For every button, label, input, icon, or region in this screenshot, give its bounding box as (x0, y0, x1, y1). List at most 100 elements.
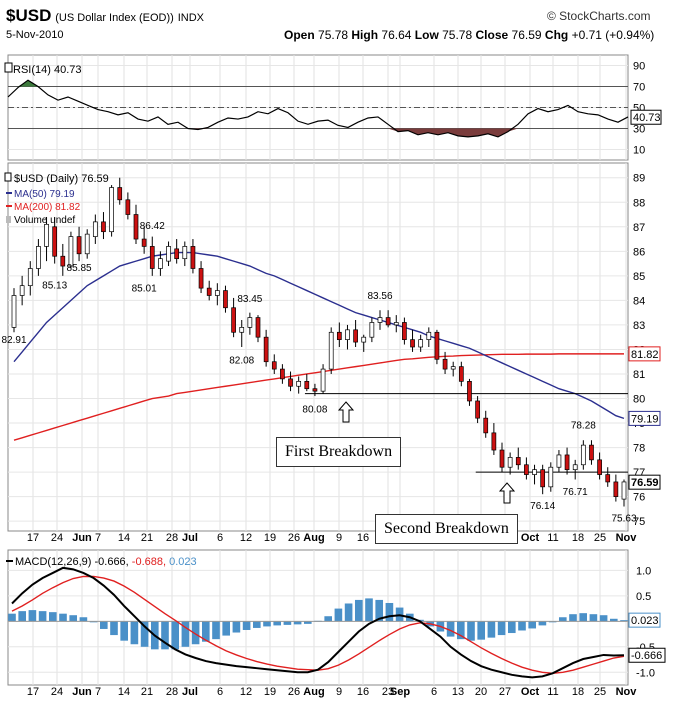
macd-histogram-bar (99, 621, 108, 629)
candle-body (580, 444, 586, 466)
macd-histogram-bar (375, 599, 384, 622)
rsi-oversold-fill (428, 128, 438, 135)
candle-body (44, 223, 49, 247)
price-tick-label: 76 (633, 492, 645, 504)
macd-histogram-bar (110, 621, 118, 636)
macd-hist-value-box (628, 612, 661, 628)
x-axis-label-bottom: 18 (572, 686, 584, 698)
price-data-label: 76.14 (530, 501, 555, 512)
macd-histogram-bar (620, 620, 628, 622)
chg-value: +0.71 (+0.94%) (571, 28, 655, 42)
candle-body (515, 457, 521, 466)
x-axis-label-bottom: 13 (452, 686, 464, 698)
price-tick-label: 78 (633, 443, 645, 455)
macd-histogram-bar (69, 615, 78, 622)
x-axis-label-top: 21 (141, 532, 153, 544)
macd-histogram-bar (599, 615, 608, 622)
macd-histogram-bar (385, 602, 394, 622)
x-axis-label-bottom: 24 (51, 686, 63, 698)
candle-body (109, 187, 114, 233)
x-axis-label-top: 26 (288, 532, 300, 544)
macd-legend-part: -0.666, (94, 556, 131, 568)
macd-histogram-bar (303, 621, 312, 624)
price-value-box-label: 81.82 (631, 349, 659, 361)
macd-histogram-bar (130, 621, 139, 645)
open-label: Open (284, 28, 315, 42)
price-data-label: 76.71 (563, 487, 588, 498)
price-data-label: 83.56 (367, 291, 392, 302)
candle-body (247, 317, 253, 328)
x-axis-label-top: 18 (572, 532, 584, 544)
candle-body (296, 380, 302, 387)
x-axis-label-bottom: 11 (547, 686, 558, 698)
candle-body (589, 444, 594, 461)
macd-histogram-bar (232, 621, 241, 633)
candle-body (458, 366, 464, 382)
candle-body (288, 378, 293, 387)
x-axis-label-bottom: 17 (27, 686, 39, 698)
rsi-tick-label: 90 (633, 61, 645, 73)
ma50-line (13, 251, 625, 420)
candle-body (125, 199, 131, 215)
macd-histogram-bar (579, 613, 588, 622)
macd-histogram-bar (487, 621, 496, 638)
macd-histogram-bar (609, 618, 618, 622)
macd-histogram-bar (354, 599, 363, 622)
candle-body (434, 331, 440, 360)
price-tick-label: 89 (633, 173, 645, 185)
macd-histogram-bar (171, 621, 180, 650)
x-axis-label-top: 25 (594, 532, 606, 544)
candle-body (410, 339, 415, 348)
price-legend-icon (4, 172, 12, 182)
price-data-label: 83.45 (237, 294, 262, 305)
candle-body (540, 469, 546, 488)
brand-watermark: © StockCharts.com (547, 9, 651, 23)
x-axis-label-top: 11 (547, 532, 558, 544)
candle-body (393, 322, 399, 326)
candle-body (467, 380, 472, 402)
close-label: Close (475, 28, 509, 42)
macd-histogram-bar (191, 621, 200, 645)
chart-date: 5-Nov-2010 (6, 29, 64, 41)
x-axis-label-top: Oct (521, 532, 540, 544)
macd-histogram-bar (477, 621, 486, 640)
close-value: 76.59 (511, 28, 542, 42)
price-value-box-label: 76.59 (631, 477, 659, 489)
candle-body (239, 327, 245, 333)
candle-body (491, 432, 497, 451)
macd-histogram-bar (252, 621, 261, 628)
candle-body (336, 331, 342, 340)
price-data-label: 78.28 (571, 421, 596, 432)
price-tick-label: 80 (633, 394, 645, 406)
macd-histogram-bar (222, 621, 231, 636)
x-axis-label-top: 16 (357, 532, 369, 544)
price-data-label: 80.08 (302, 405, 327, 416)
quote-line: Open 75.78 High 76.64 Low 75.78 Close 76… (284, 28, 654, 42)
candle-body (263, 336, 269, 363)
x-axis-label-bottom: 7 (95, 686, 101, 698)
x-axis-label-bottom: Nov (616, 686, 638, 698)
x-axis-label-bottom: Oct (521, 686, 540, 698)
candle-body (101, 221, 106, 233)
candle-body (27, 268, 33, 287)
rsi-legend: RSI(14) 40.73 (13, 64, 81, 76)
candle-body (190, 246, 196, 269)
candle-body (206, 287, 212, 296)
macd-histogram-bar (201, 621, 210, 642)
macd-histogram-bar (538, 621, 547, 626)
price-tick-label: 81 (633, 369, 645, 381)
rsi-oversold-fill (498, 128, 508, 137)
macd-histogram-bar (324, 616, 333, 622)
candle-body (141, 238, 147, 247)
macd-histogram-bar (79, 617, 88, 622)
candle-body (605, 474, 611, 483)
candle-body (328, 331, 334, 370)
low-value: 75.78 (442, 28, 473, 42)
price-tick-label: 83 (633, 320, 645, 332)
x-axis-label-bottom: 21 (141, 686, 153, 698)
candle-body (426, 331, 432, 340)
x-axis-label-bottom: 12 (240, 686, 252, 698)
macd-histogram-bar (293, 621, 302, 625)
macd-line (11, 566, 625, 679)
x-axis-label-bottom: Jun (72, 686, 92, 698)
